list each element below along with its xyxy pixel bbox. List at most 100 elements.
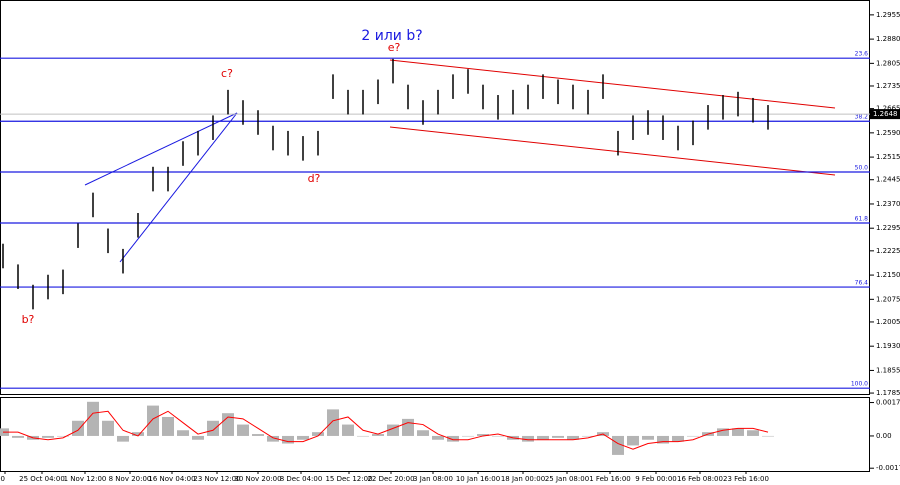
y-tick-label: 1.2665	[876, 105, 900, 113]
histogram-bar	[552, 435, 564, 438]
channel-line	[389, 126, 836, 176]
fib-label: 100.0	[851, 381, 868, 388]
fib-label: 50.0	[855, 164, 869, 171]
wave-label: e?	[388, 41, 401, 54]
histogram-bar	[102, 420, 114, 436]
y-tick-label: 1.2150	[876, 271, 900, 279]
histogram-bar	[717, 428, 729, 436]
triangle-line	[119, 112, 238, 263]
histogram-bar	[477, 434, 489, 436]
x-tick-label: 22 Dec 20:00	[367, 475, 414, 483]
wave-label: d?	[308, 172, 321, 185]
histogram-bar	[567, 435, 579, 440]
histogram-bar	[147, 405, 159, 436]
histogram-bar	[417, 430, 429, 436]
y-tick-label: 1.2515	[876, 153, 900, 161]
histogram-bar	[252, 434, 264, 436]
histogram-bar	[327, 409, 339, 436]
histogram-bar	[672, 435, 684, 442]
histogram-bar	[357, 435, 369, 437]
y-tick-label: 1.2735	[876, 82, 900, 90]
histogram-bar	[297, 435, 309, 440]
y-tick-label: 1.2295	[876, 224, 900, 232]
histogram-bar	[57, 435, 69, 437]
y-tick-label: 1.1930	[876, 342, 900, 350]
y-tick-label: 1.2075	[876, 295, 900, 303]
fib-label: 38.2	[855, 114, 869, 121]
y-tick-label: 1.2370	[876, 200, 900, 208]
histogram-bar	[447, 435, 459, 442]
histogram-bar	[627, 435, 639, 446]
histogram-bar	[42, 435, 54, 438]
fib-label: 76.4	[855, 280, 869, 287]
histogram-bar	[117, 435, 129, 442]
histogram-bar	[657, 435, 669, 444]
y-tick-label: 1.2955	[876, 11, 900, 19]
histogram-bar	[177, 430, 189, 436]
x-tick-label: 25 Oct 04:00	[19, 475, 65, 483]
y-tick-label: 1.2445	[876, 176, 900, 184]
x-tick-label: 23 Feb 16:00	[723, 475, 769, 483]
histogram-bar	[387, 424, 399, 436]
histogram-bar	[642, 435, 654, 440]
histogram-bar	[372, 434, 384, 436]
fib-label: 61.8	[855, 216, 869, 223]
x-tick-label: 18 Jan 00:00	[501, 475, 545, 483]
y-tick-label: 1.1855	[876, 366, 900, 374]
x-tick-label: 10 Jan 16:00	[456, 475, 500, 483]
histogram-bar	[282, 435, 294, 444]
histogram-bar	[747, 430, 759, 436]
x-tick-label: 15 Dec 12:00	[325, 475, 372, 483]
histogram-bar	[582, 435, 594, 437]
x-tick-label: 1 Feb 16:00	[589, 475, 630, 483]
triangle-line	[84, 112, 238, 186]
histogram-bar	[222, 413, 234, 436]
histogram-bar	[522, 435, 534, 442]
price-tag-label: 1.2648	[873, 110, 898, 118]
y-tick-label: 0.00	[876, 432, 892, 440]
histogram-bar	[342, 424, 354, 436]
x-tick-label: 0:00	[0, 475, 5, 483]
fib-label: 23.6	[855, 51, 869, 58]
histogram-bar	[462, 435, 474, 437]
histogram-bar	[492, 435, 504, 437]
histogram-bar	[132, 432, 144, 436]
histogram-bar	[192, 435, 204, 440]
x-tick-label: 16 Feb 08:00	[677, 475, 723, 483]
histogram-bar	[537, 435, 549, 440]
y-tick-label: 1.1785	[876, 389, 900, 397]
y-tick-label: 1.2005	[876, 318, 900, 326]
x-tick-label: 8 Dec 04:00	[280, 475, 323, 483]
y-tick-label: 1.2805	[876, 59, 900, 67]
histogram-bar	[687, 435, 699, 437]
x-tick-label: 9 Feb 00:00	[635, 475, 676, 483]
histogram-bar	[12, 435, 24, 438]
x-tick-label: 1 Nov 12:00	[64, 475, 107, 483]
histogram-bar	[207, 420, 219, 436]
y-tick-label: 0.00176	[876, 399, 900, 407]
x-tick-label: 8 Nov 20:00	[109, 475, 152, 483]
histogram-bar	[162, 416, 174, 436]
histogram-bar	[237, 424, 249, 436]
histogram-bar	[402, 418, 414, 436]
histogram-bar	[267, 435, 279, 442]
y-tick-label: 1.2225	[876, 247, 900, 255]
histogram-bar	[312, 432, 324, 436]
histogram-bar	[432, 435, 444, 440]
wave-label: 2 или b?	[361, 28, 422, 44]
histogram-bar	[72, 420, 84, 436]
x-tick-label: 3 Jan 08:00	[413, 475, 453, 483]
y-tick-label: 1.2590	[876, 129, 900, 137]
x-tick-label: 30 Nov 20:00	[234, 475, 281, 483]
channel-line	[389, 59, 836, 109]
y-tick-label: 1.2880	[876, 35, 900, 43]
histogram-bar	[732, 428, 744, 436]
signal-line	[3, 410, 769, 450]
wave-label: b?	[22, 313, 35, 326]
x-tick-label: 16 Nov 04:00	[148, 475, 195, 483]
x-tick-label: 25 Jan 08:00	[545, 475, 589, 483]
y-tick-label: -0.0017	[876, 464, 900, 472]
price-tag	[870, 109, 900, 120]
x-tick-label: 23 Nov 12:00	[193, 475, 240, 483]
